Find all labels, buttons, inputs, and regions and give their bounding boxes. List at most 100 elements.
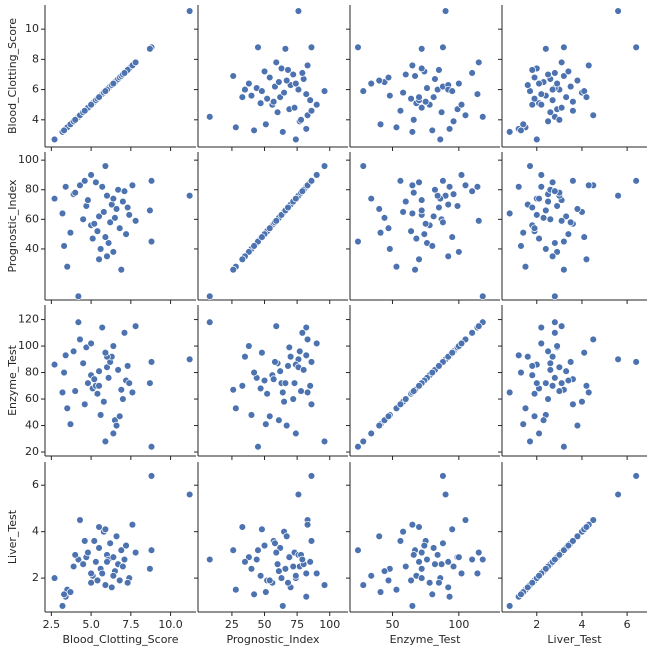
point bbox=[535, 194, 543, 203]
y-axis-label: Prognostic_Index bbox=[6, 179, 19, 273]
point bbox=[297, 116, 305, 124]
y-tick-label: 80 bbox=[25, 366, 39, 379]
point bbox=[528, 203, 537, 212]
point bbox=[232, 404, 240, 413]
point bbox=[109, 342, 118, 350]
point bbox=[76, 181, 84, 190]
point bbox=[546, 359, 555, 368]
point bbox=[146, 45, 154, 53]
point bbox=[307, 358, 316, 366]
point bbox=[254, 546, 262, 554]
point bbox=[109, 553, 118, 561]
point bbox=[409, 188, 418, 197]
point bbox=[444, 558, 452, 566]
point bbox=[87, 569, 95, 578]
point bbox=[58, 209, 67, 218]
point bbox=[523, 352, 532, 361]
point bbox=[271, 358, 279, 366]
point bbox=[632, 472, 640, 480]
point bbox=[280, 397, 288, 406]
x-tick-label: 7.5 bbox=[122, 618, 140, 631]
point bbox=[123, 578, 132, 587]
point bbox=[475, 217, 483, 225]
point bbox=[535, 79, 543, 88]
point bbox=[279, 388, 287, 397]
point bbox=[229, 72, 237, 80]
point bbox=[307, 537, 316, 545]
point bbox=[553, 342, 561, 350]
point bbox=[281, 45, 290, 53]
x-tick-label: 100 bbox=[319, 618, 340, 631]
point bbox=[295, 347, 304, 356]
point bbox=[277, 64, 286, 73]
point bbox=[250, 126, 258, 135]
point bbox=[555, 551, 564, 559]
point bbox=[548, 352, 557, 361]
point bbox=[147, 237, 156, 246]
point bbox=[95, 382, 103, 390]
point bbox=[256, 99, 265, 107]
point bbox=[420, 230, 429, 238]
point bbox=[573, 205, 582, 213]
point bbox=[320, 162, 329, 170]
point bbox=[551, 329, 559, 337]
point bbox=[101, 525, 110, 534]
x-tick-label: 50 bbox=[258, 618, 272, 631]
point bbox=[109, 194, 118, 203]
point bbox=[123, 203, 132, 212]
point bbox=[247, 411, 256, 419]
point bbox=[564, 230, 573, 238]
point bbox=[560, 265, 568, 274]
point bbox=[551, 292, 559, 301]
point bbox=[131, 322, 140, 330]
point bbox=[103, 191, 111, 200]
point bbox=[131, 548, 140, 557]
point bbox=[232, 123, 240, 132]
point bbox=[564, 541, 573, 550]
point bbox=[271, 539, 279, 548]
point bbox=[241, 85, 249, 94]
point bbox=[115, 224, 124, 232]
point bbox=[256, 572, 265, 580]
point bbox=[455, 79, 463, 88]
point bbox=[569, 97, 577, 106]
point bbox=[92, 558, 100, 566]
point bbox=[294, 490, 303, 499]
point bbox=[396, 537, 405, 545]
point bbox=[411, 72, 419, 80]
point bbox=[108, 583, 116, 592]
x-tick-label: 5.0 bbox=[82, 618, 100, 631]
point bbox=[445, 125, 454, 133]
panel bbox=[194, 305, 348, 460]
point bbox=[473, 90, 482, 98]
x-tick-label: 4 bbox=[578, 618, 585, 631]
point bbox=[60, 242, 68, 250]
point bbox=[238, 523, 247, 531]
point bbox=[544, 347, 552, 356]
point bbox=[58, 388, 67, 397]
point bbox=[437, 560, 446, 568]
point bbox=[453, 202, 462, 210]
point bbox=[245, 342, 253, 350]
point bbox=[533, 135, 541, 144]
point bbox=[461, 516, 470, 524]
point bbox=[448, 525, 456, 534]
point bbox=[557, 379, 566, 387]
panel bbox=[346, 5, 500, 151]
point bbox=[573, 532, 582, 541]
point bbox=[457, 339, 466, 348]
point bbox=[505, 128, 514, 136]
point bbox=[632, 358, 640, 366]
point bbox=[505, 388, 514, 397]
point bbox=[589, 516, 597, 524]
point bbox=[584, 388, 593, 397]
point bbox=[87, 578, 95, 587]
point bbox=[408, 181, 417, 190]
point bbox=[205, 292, 214, 301]
point bbox=[614, 355, 622, 364]
point bbox=[429, 544, 438, 552]
point bbox=[125, 379, 133, 387]
point bbox=[98, 323, 106, 332]
y-axis-label: Enzyme_Test bbox=[6, 344, 19, 416]
point bbox=[429, 212, 438, 221]
